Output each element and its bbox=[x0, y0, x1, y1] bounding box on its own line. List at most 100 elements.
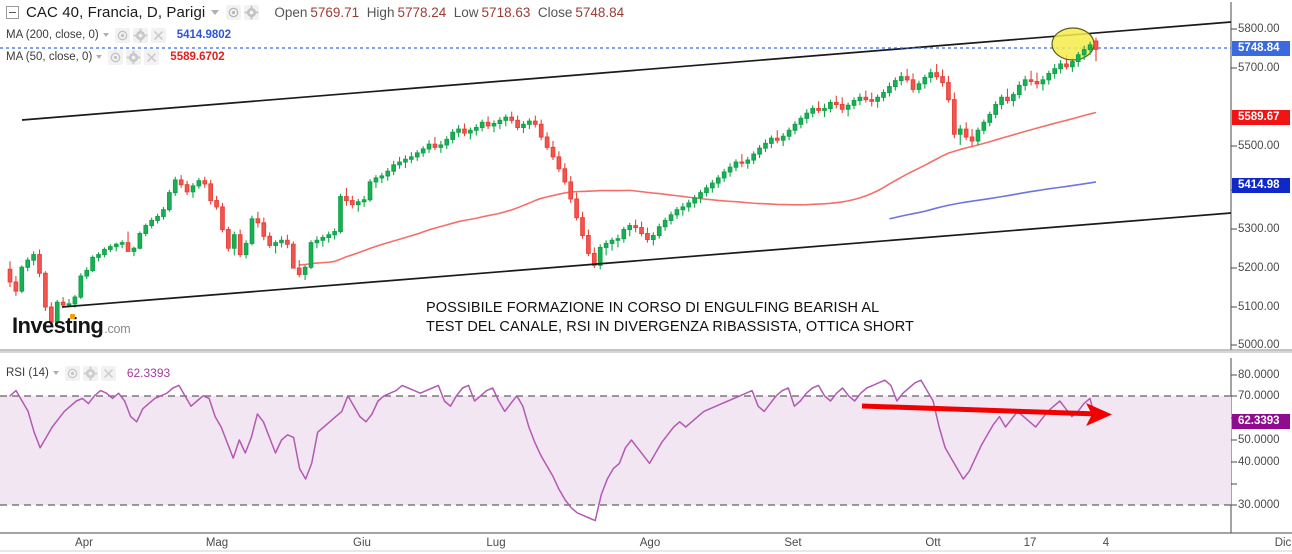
candlestick bbox=[963, 122, 969, 141]
candlestick bbox=[1005, 88, 1010, 104]
candlestick bbox=[893, 77, 898, 91]
candlestick bbox=[1093, 37, 1099, 62]
candlestick bbox=[550, 140, 556, 161]
candlestick bbox=[521, 121, 526, 134]
candlestick bbox=[603, 240, 609, 256]
annotation-line-2: TEST DEL CANALE, RSI IN DIVERGENZA RIBAS… bbox=[426, 319, 914, 335]
candlestick bbox=[609, 237, 615, 251]
candlestick bbox=[928, 68, 934, 83]
candlestick bbox=[946, 75, 951, 103]
candlestick bbox=[379, 172, 385, 184]
settings-gear-icon[interactable] bbox=[82, 365, 98, 381]
highlighted-candles bbox=[1075, 37, 1099, 67]
candlestick bbox=[43, 271, 48, 311]
candlestick bbox=[344, 187, 349, 206]
candlestick bbox=[214, 195, 219, 210]
candlestick bbox=[237, 229, 243, 258]
settings-gear-icon[interactable] bbox=[244, 4, 260, 20]
candlestick bbox=[898, 71, 904, 86]
candlestick bbox=[763, 139, 768, 153]
ma50-line bbox=[299, 111, 1097, 266]
candlestick bbox=[710, 179, 715, 193]
candlestick bbox=[255, 211, 261, 228]
candlestick bbox=[987, 111, 993, 127]
visibility-icon[interactable] bbox=[114, 27, 130, 43]
price-axis-tick: 5200.00 bbox=[1238, 262, 1280, 274]
candlestick bbox=[350, 195, 355, 209]
settings-gear-icon[interactable] bbox=[132, 27, 148, 43]
candlestick bbox=[780, 133, 786, 147]
ma200-line bbox=[889, 181, 1097, 220]
candlestick bbox=[957, 125, 963, 145]
ohlc-close-value: 5748.84 bbox=[575, 4, 625, 20]
candlestick bbox=[869, 92, 875, 107]
candlestick bbox=[981, 119, 987, 135]
ohlc-low-value: 5718.63 bbox=[481, 4, 531, 20]
candlestick bbox=[527, 118, 532, 130]
watermark-brand: Investing bbox=[12, 313, 104, 338]
candlestick bbox=[143, 223, 149, 237]
candlestick bbox=[733, 159, 739, 172]
chevron-down-icon[interactable] bbox=[102, 33, 109, 37]
visibility-icon[interactable] bbox=[108, 49, 124, 65]
candlestick bbox=[184, 180, 190, 196]
candlestick bbox=[715, 175, 721, 188]
candlestick bbox=[810, 105, 816, 118]
visibility-icon[interactable] bbox=[64, 365, 80, 381]
investing-watermark: Investing .com bbox=[12, 313, 131, 339]
candlestick bbox=[60, 297, 66, 308]
settings-gear-icon[interactable] bbox=[126, 49, 142, 65]
candlestick bbox=[497, 117, 503, 130]
ma50-label: MA (50, close, 0) bbox=[6, 51, 93, 63]
candlestick bbox=[833, 95, 839, 109]
candlestick bbox=[31, 251, 36, 266]
candlestick bbox=[243, 240, 249, 259]
candlestick bbox=[645, 227, 650, 243]
candlestick bbox=[952, 92, 957, 139]
candlestick bbox=[769, 135, 774, 149]
candlestick bbox=[438, 140, 444, 153]
analysis-annotation: POSSIBILE FORMAZIONE IN CORSO DI ENGULFI… bbox=[426, 299, 914, 337]
candlestick bbox=[178, 175, 184, 188]
remove-x-icon[interactable] bbox=[144, 49, 160, 65]
visibility-icon[interactable] bbox=[226, 4, 242, 20]
price-panel-background bbox=[0, 2, 1231, 350]
rsi-label: RSI (14) bbox=[6, 367, 49, 379]
chevron-down-icon[interactable] bbox=[52, 371, 59, 375]
candlestick bbox=[904, 68, 910, 83]
candlestick bbox=[320, 234, 326, 247]
collapse-box-icon[interactable] bbox=[6, 5, 19, 19]
remove-x-icon[interactable] bbox=[100, 365, 116, 381]
chevron-down-icon[interactable] bbox=[96, 55, 103, 59]
time-axis-label: Ago bbox=[639, 537, 661, 549]
candlestick bbox=[875, 94, 880, 108]
candlestick bbox=[922, 74, 928, 89]
candlestick bbox=[432, 137, 438, 151]
candlestick bbox=[532, 115, 538, 128]
candlestick bbox=[96, 252, 101, 262]
candlestick bbox=[1016, 81, 1022, 99]
candlestick bbox=[25, 257, 31, 272]
candlestick bbox=[562, 163, 568, 185]
rsi-axis-tick: 50.0000 bbox=[1238, 434, 1280, 446]
candlestick bbox=[727, 163, 733, 177]
candlestick bbox=[656, 223, 662, 239]
time-axis[interactable]: Apr Mag Giu Lug Ago Set Ott 17 4 Dic bbox=[0, 533, 1292, 554]
remove-x-icon[interactable] bbox=[150, 27, 166, 43]
candlestick bbox=[651, 232, 656, 246]
candlestick bbox=[509, 111, 515, 124]
chevron-down-icon[interactable] bbox=[211, 9, 220, 15]
time-axis-label: Apr bbox=[75, 537, 93, 549]
candlestick bbox=[739, 154, 745, 168]
candlestick bbox=[308, 240, 314, 270]
candlestick bbox=[544, 132, 550, 151]
last-price-badge: 5748.84 bbox=[1232, 41, 1290, 56]
rsi-legend: RSI (14) bbox=[0, 362, 170, 384]
rsi-legend-row: RSI (14) bbox=[0, 362, 170, 384]
candlestick bbox=[137, 231, 143, 250]
candlestick bbox=[674, 206, 680, 219]
candlestick bbox=[839, 97, 845, 114]
candlestick bbox=[1034, 72, 1040, 89]
candlestick bbox=[326, 231, 332, 243]
